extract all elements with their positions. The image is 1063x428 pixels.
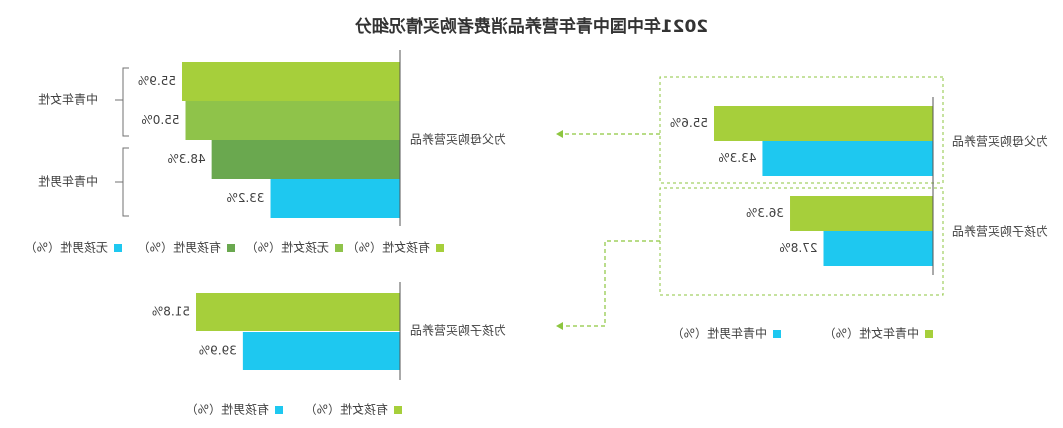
data-label-group-1-1: 27.8% (779, 241, 817, 255)
category-label-right-1: 为孩子购买营养品 (952, 224, 1048, 239)
bar-parents-1 (185, 101, 400, 140)
bracket-1 (122, 147, 129, 217)
bar-children-0 (196, 293, 400, 331)
data-label-group-0-1: 43.3% (718, 151, 756, 165)
legend-label-parents-3: 无孩男性（%） (25, 241, 108, 255)
data-label-parents-0: 55.9% (138, 74, 176, 88)
bar-group-1-0 (790, 196, 933, 231)
legend-label-right-1: 中青年男性（%） (672, 326, 767, 341)
legend-label-children-0: 有孩女性（%） (305, 402, 388, 417)
bracket-0 (122, 67, 129, 137)
legend-swatch-parents-0 (436, 244, 444, 252)
legend-swatch-parents-3 (114, 244, 122, 252)
legend-swatch-right-1 (773, 330, 781, 338)
category-label-parents: 为父母购买营养品 (410, 132, 506, 147)
data-label-group-0-0: 55.6% (670, 116, 708, 130)
legend-label-parents-2: 有孩男性（%） (138, 241, 221, 255)
category-label-right-0: 为父母购买营养品 (952, 134, 1048, 149)
connector-children (563, 240, 660, 327)
data-label-parents-2: 48.3% (168, 152, 206, 166)
legend-label-parents-0: 有孩女性（%） (347, 240, 430, 255)
data-label-parents-3: 33.2% (226, 191, 264, 205)
bar-parents-0 (182, 62, 400, 101)
dashed-box-parents (659, 76, 944, 184)
bar-group-0-1 (762, 141, 933, 176)
data-label-parents-1: 55.0% (141, 113, 179, 127)
bar-group-1-1 (823, 231, 933, 266)
legend-label-parents-1: 无孩女性（%） (246, 240, 329, 255)
group-label-1: 中青年男性 (38, 174, 98, 189)
legend-swatch-parents-2 (227, 244, 235, 252)
legend-label-right-0: 中青年女性（%） (824, 326, 919, 341)
data-label-children-0: 51.8% (152, 305, 190, 319)
legend-swatch-children-0 (394, 406, 402, 414)
chart-title: 2021年中国中青年营养品消费者购买情况细分 (355, 16, 708, 37)
legend-swatch-parents-1 (335, 244, 343, 252)
arrowhead-children (556, 322, 563, 330)
bar-children-1 (242, 332, 400, 370)
legend-swatch-right-0 (925, 330, 933, 338)
bar-group-0-0 (714, 106, 933, 141)
legend-swatch-children-1 (275, 406, 283, 414)
data-label-children-1: 39.9% (199, 344, 237, 358)
group-label-0: 中青年女性 (38, 92, 98, 107)
data-label-group-1-0: 36.3% (746, 206, 784, 220)
legend-label-children-1: 有孩男性（%） (186, 403, 269, 417)
arrowhead-parents (556, 130, 563, 138)
bar-parents-2 (211, 140, 400, 179)
bar-parents-3 (270, 179, 400, 218)
category-label-children: 为孩子购买营养品 (410, 323, 506, 338)
